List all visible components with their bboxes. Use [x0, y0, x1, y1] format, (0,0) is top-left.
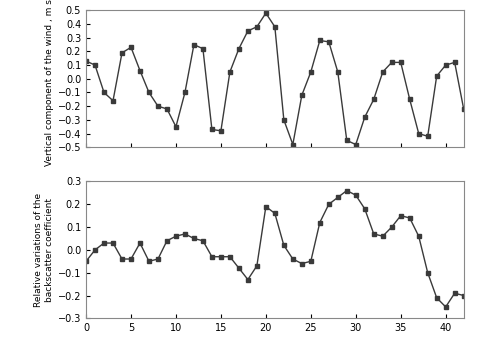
Y-axis label: Relative variations of the
backscatter coefficient: Relative variations of the backscatter c… — [34, 193, 54, 307]
Y-axis label: Vertical component of the wind , m s⁻¹: Vertical component of the wind , m s⁻¹ — [44, 0, 54, 166]
